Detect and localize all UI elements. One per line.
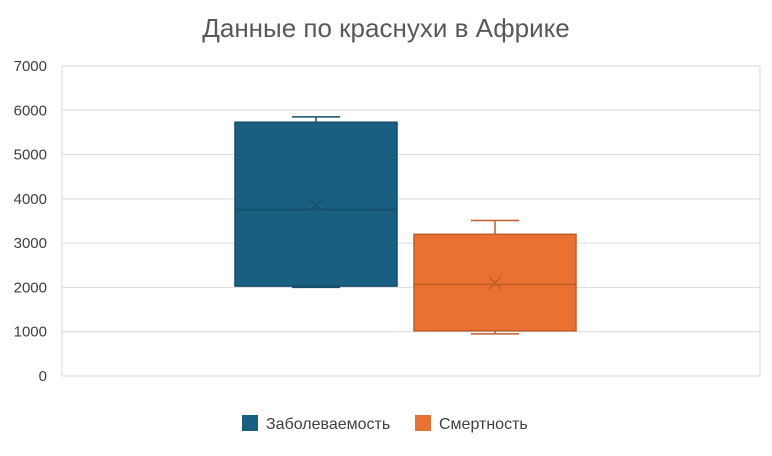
legend-swatch-incidence [242,415,258,431]
y-axis: 0 1000 2000 3000 4000 5000 6000 7000 [14,58,47,385]
legend-swatch-mortality [415,415,431,431]
plot-area [234,116,577,335]
y-tick-label-7000: 7000 [14,58,47,75]
y-tick-label-6000: 6000 [14,102,47,119]
mean-marker [488,276,502,290]
y-tick-label-3000: 3000 [14,235,47,252]
box-mortality [413,219,577,335]
y-tick-label-4000: 4000 [14,191,47,208]
legend: Заболеваемость Смертность [242,415,528,433]
y-tick-label-2000: 2000 [14,279,47,296]
mean-marker [309,198,323,212]
gridlines [61,65,761,377]
y-tick-label-1000: 1000 [14,324,47,341]
legend-label-mortality: Смертность [439,416,528,433]
y-tick-label-0: 0 [39,368,47,385]
box-incidence [234,116,398,289]
y-tick-label-5000: 5000 [14,147,47,164]
legend-label-incidence: Заболеваемость [266,416,390,433]
chart-title: Данные по краснухи в Африке [202,13,570,43]
